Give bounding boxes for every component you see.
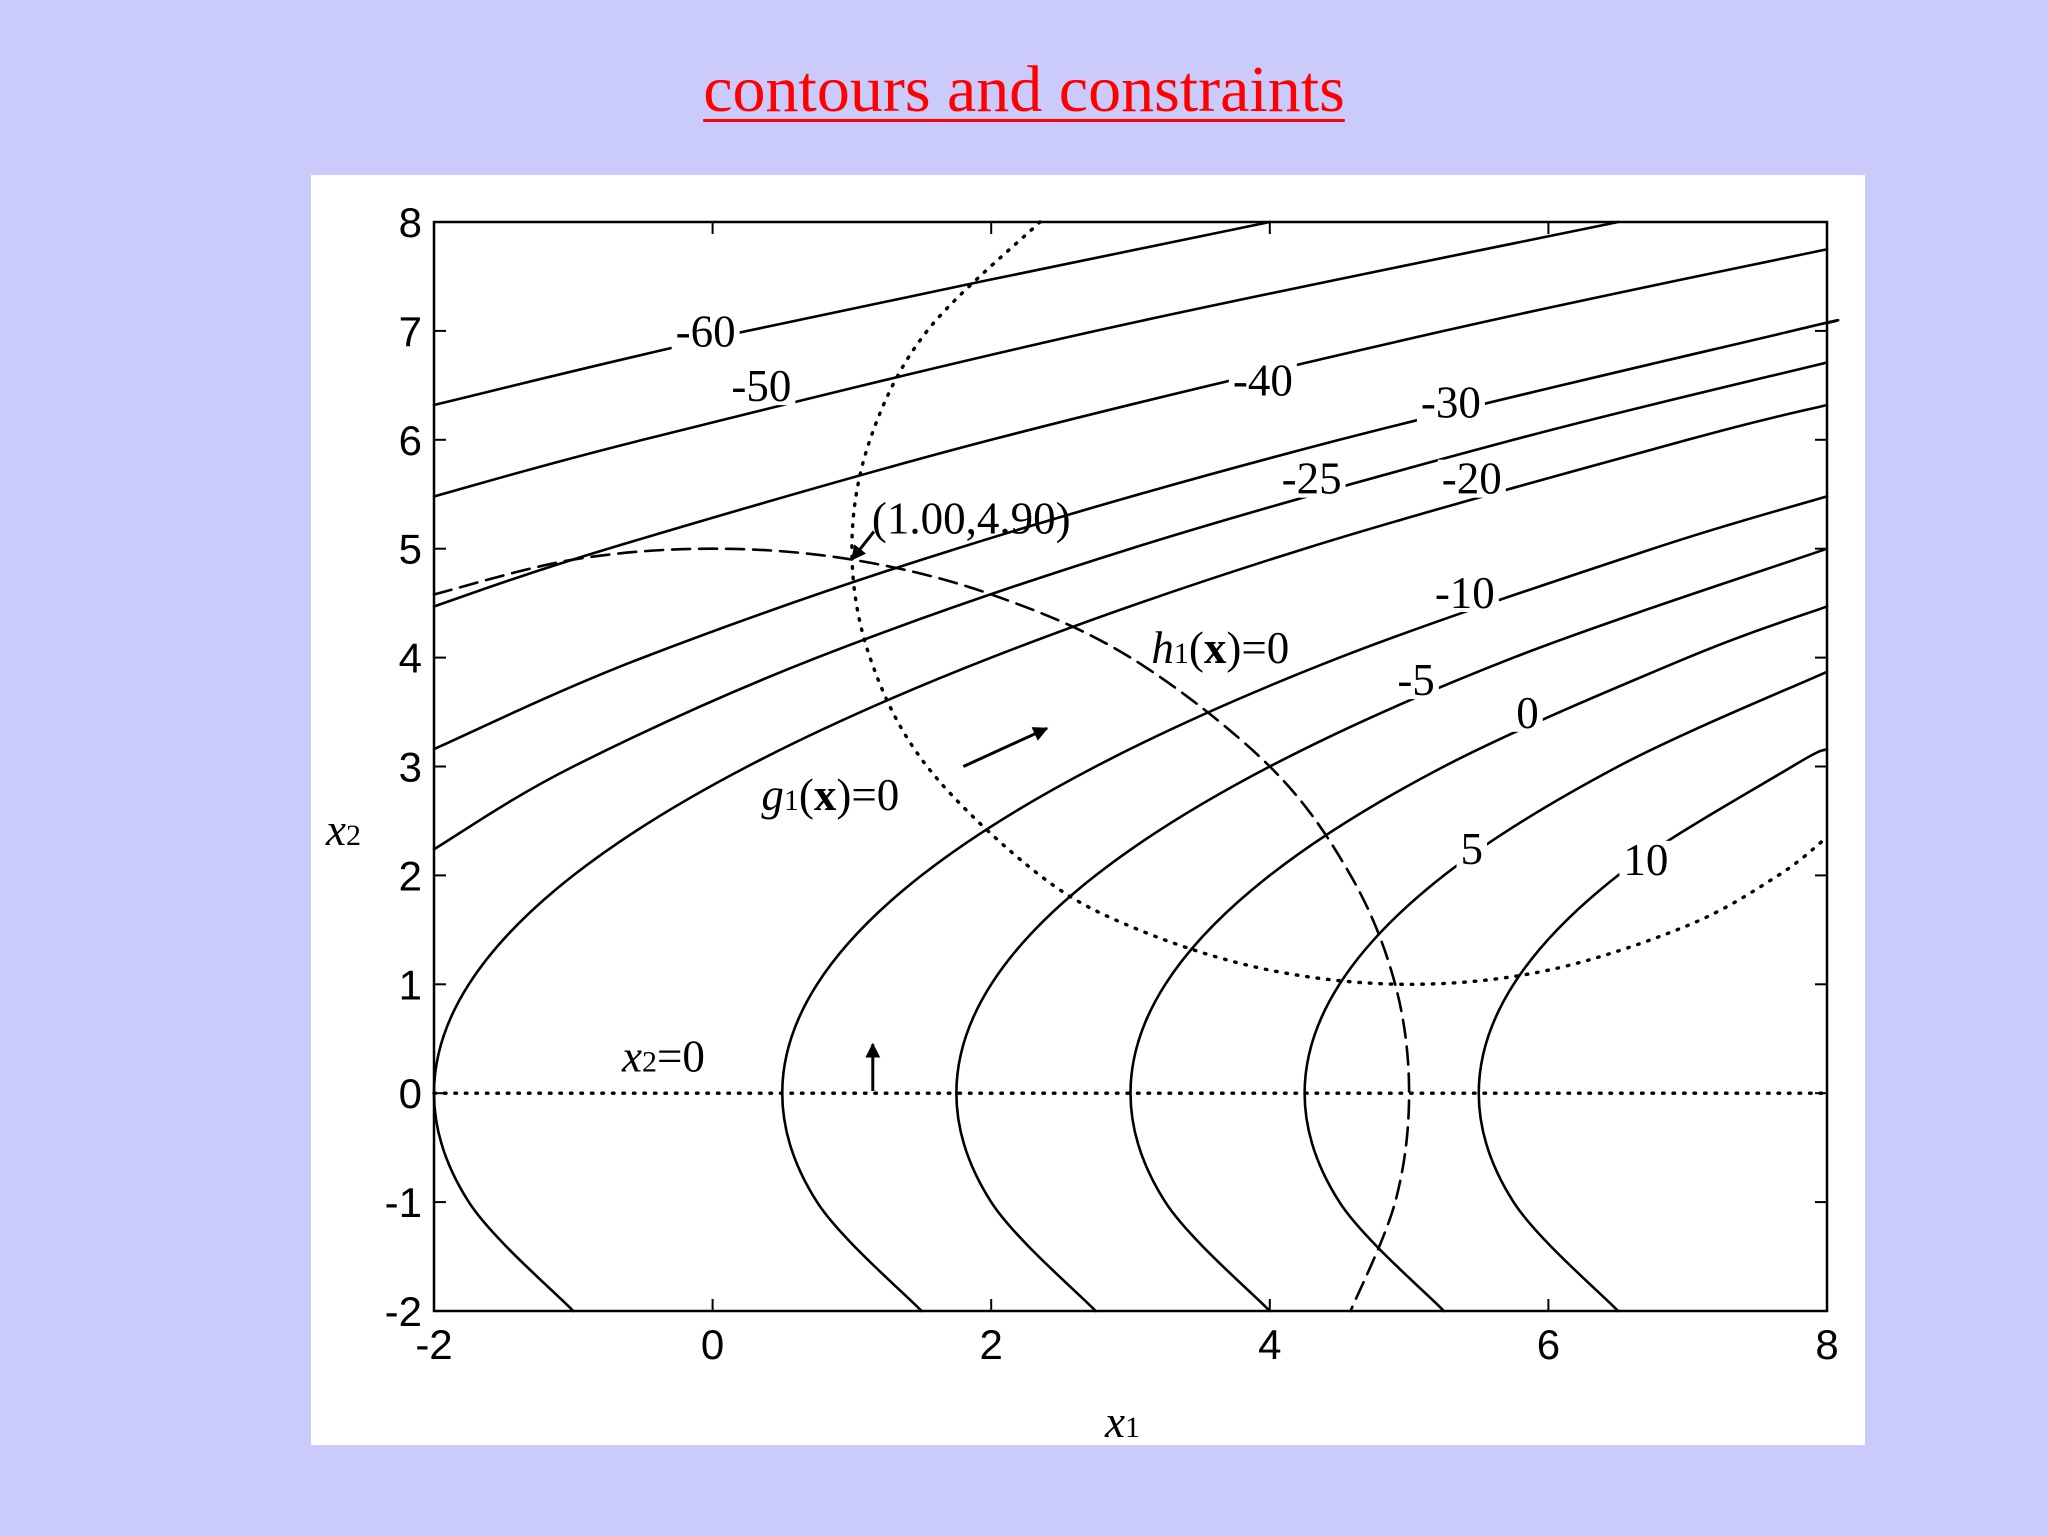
contour-label: -50 <box>731 361 791 411</box>
x-tick-label: 8 <box>1815 1321 1838 1368</box>
contour-label: 10 <box>1623 835 1668 885</box>
x-axis-label: x1 <box>1104 1397 1140 1445</box>
label-part: ( <box>799 770 814 820</box>
contour-line <box>432 318 1840 751</box>
label-part: =0 <box>657 1031 705 1081</box>
contour-line <box>780 495 1829 1313</box>
label-part: x <box>814 770 837 820</box>
y-tick-label: 0 <box>399 1070 422 1117</box>
contour-line <box>432 220 1620 498</box>
y-tick-label: -1 <box>385 1179 422 1226</box>
y-tick-label: 1 <box>399 961 422 1008</box>
y-tick-label: 6 <box>399 417 422 464</box>
constraint-label: g1(x)=0 <box>761 770 899 820</box>
y-tick-label: 7 <box>399 308 422 355</box>
contour-label-background <box>1456 829 1488 868</box>
optimum-label: (1.00,4.90) <box>872 494 1071 544</box>
contour-line <box>432 220 1272 407</box>
contour-label-background <box>1430 574 1499 613</box>
contour-line <box>1303 670 1829 1313</box>
contour-label: 5 <box>1461 824 1484 874</box>
y-tick-label: 2 <box>399 852 422 899</box>
constraint-line <box>850 220 1829 987</box>
contour-line <box>432 361 1829 851</box>
x-tick-label: 6 <box>1537 1321 1560 1368</box>
label-part: x <box>325 805 346 855</box>
y-tick-label: 5 <box>399 526 422 573</box>
label-part: h <box>1151 623 1174 673</box>
contour-label-background <box>1437 459 1506 498</box>
contour-label: 0 <box>1516 688 1539 738</box>
contour-line <box>1477 747 1829 1313</box>
optimum-arrow <box>850 530 876 561</box>
label-part: 1 <box>1174 637 1189 670</box>
chart: -60-50 -40 -30-25 -20-10-505 10g1(x)=0h1(x)=… <box>311 175 1865 1445</box>
y-tick-label: 4 <box>399 635 422 682</box>
slide-title: contours and constraints <box>703 53 1345 126</box>
constraint-label: h1(x)=0 <box>1151 623 1289 673</box>
constraint-label: x2=0 <box>621 1031 705 1081</box>
label-part: 2 <box>642 1045 657 1078</box>
contour-line <box>432 403 1829 1313</box>
contour-label-background <box>1277 459 1346 498</box>
contour-label: -30 <box>1421 377 1481 427</box>
label-part: 1 <box>784 784 799 817</box>
contour-label: -60 <box>676 307 736 357</box>
label-part: x <box>1104 1397 1125 1445</box>
x-tick-label: 4 <box>1258 1321 1281 1368</box>
contour-label-background <box>1416 383 1485 422</box>
label-part: x <box>1204 623 1227 673</box>
contour-label-background <box>727 367 796 406</box>
contour-label: -10 <box>1435 568 1495 618</box>
contour-line <box>1129 605 1829 1313</box>
contour-label-background <box>1512 693 1543 732</box>
contour-label: -25 <box>1282 454 1342 504</box>
x-tick-label: -2 <box>415 1321 452 1368</box>
figure-background <box>311 175 1865 1445</box>
contour-label-background <box>1228 361 1297 400</box>
label-part: ( <box>1189 623 1204 673</box>
contour-label: -40 <box>1233 356 1293 406</box>
label-part: g <box>761 770 784 820</box>
label-part: )=0 <box>836 770 899 820</box>
contour-label: -20 <box>1442 454 1502 504</box>
contour-line <box>955 547 1829 1313</box>
contour-label-background <box>671 312 740 351</box>
x-tick-label: 2 <box>980 1321 1003 1368</box>
y-axis-label: x2 <box>325 805 361 855</box>
y-tick-label: -2 <box>385 1288 422 1335</box>
contour-label-background <box>1393 661 1439 700</box>
annotation-arrow <box>962 727 1049 768</box>
contour-label: -5 <box>1397 655 1435 705</box>
contour-line <box>432 247 1829 608</box>
y-tick-label: 3 <box>399 744 422 791</box>
label-part: 2 <box>346 819 361 852</box>
label-part: x <box>621 1031 642 1081</box>
label-part: )=0 <box>1226 623 1289 673</box>
x-tick-label: 0 <box>701 1321 724 1368</box>
y-tick-label: 8 <box>399 199 422 246</box>
contour-label-background <box>1619 840 1673 879</box>
label-part: 1 <box>1125 1411 1140 1444</box>
